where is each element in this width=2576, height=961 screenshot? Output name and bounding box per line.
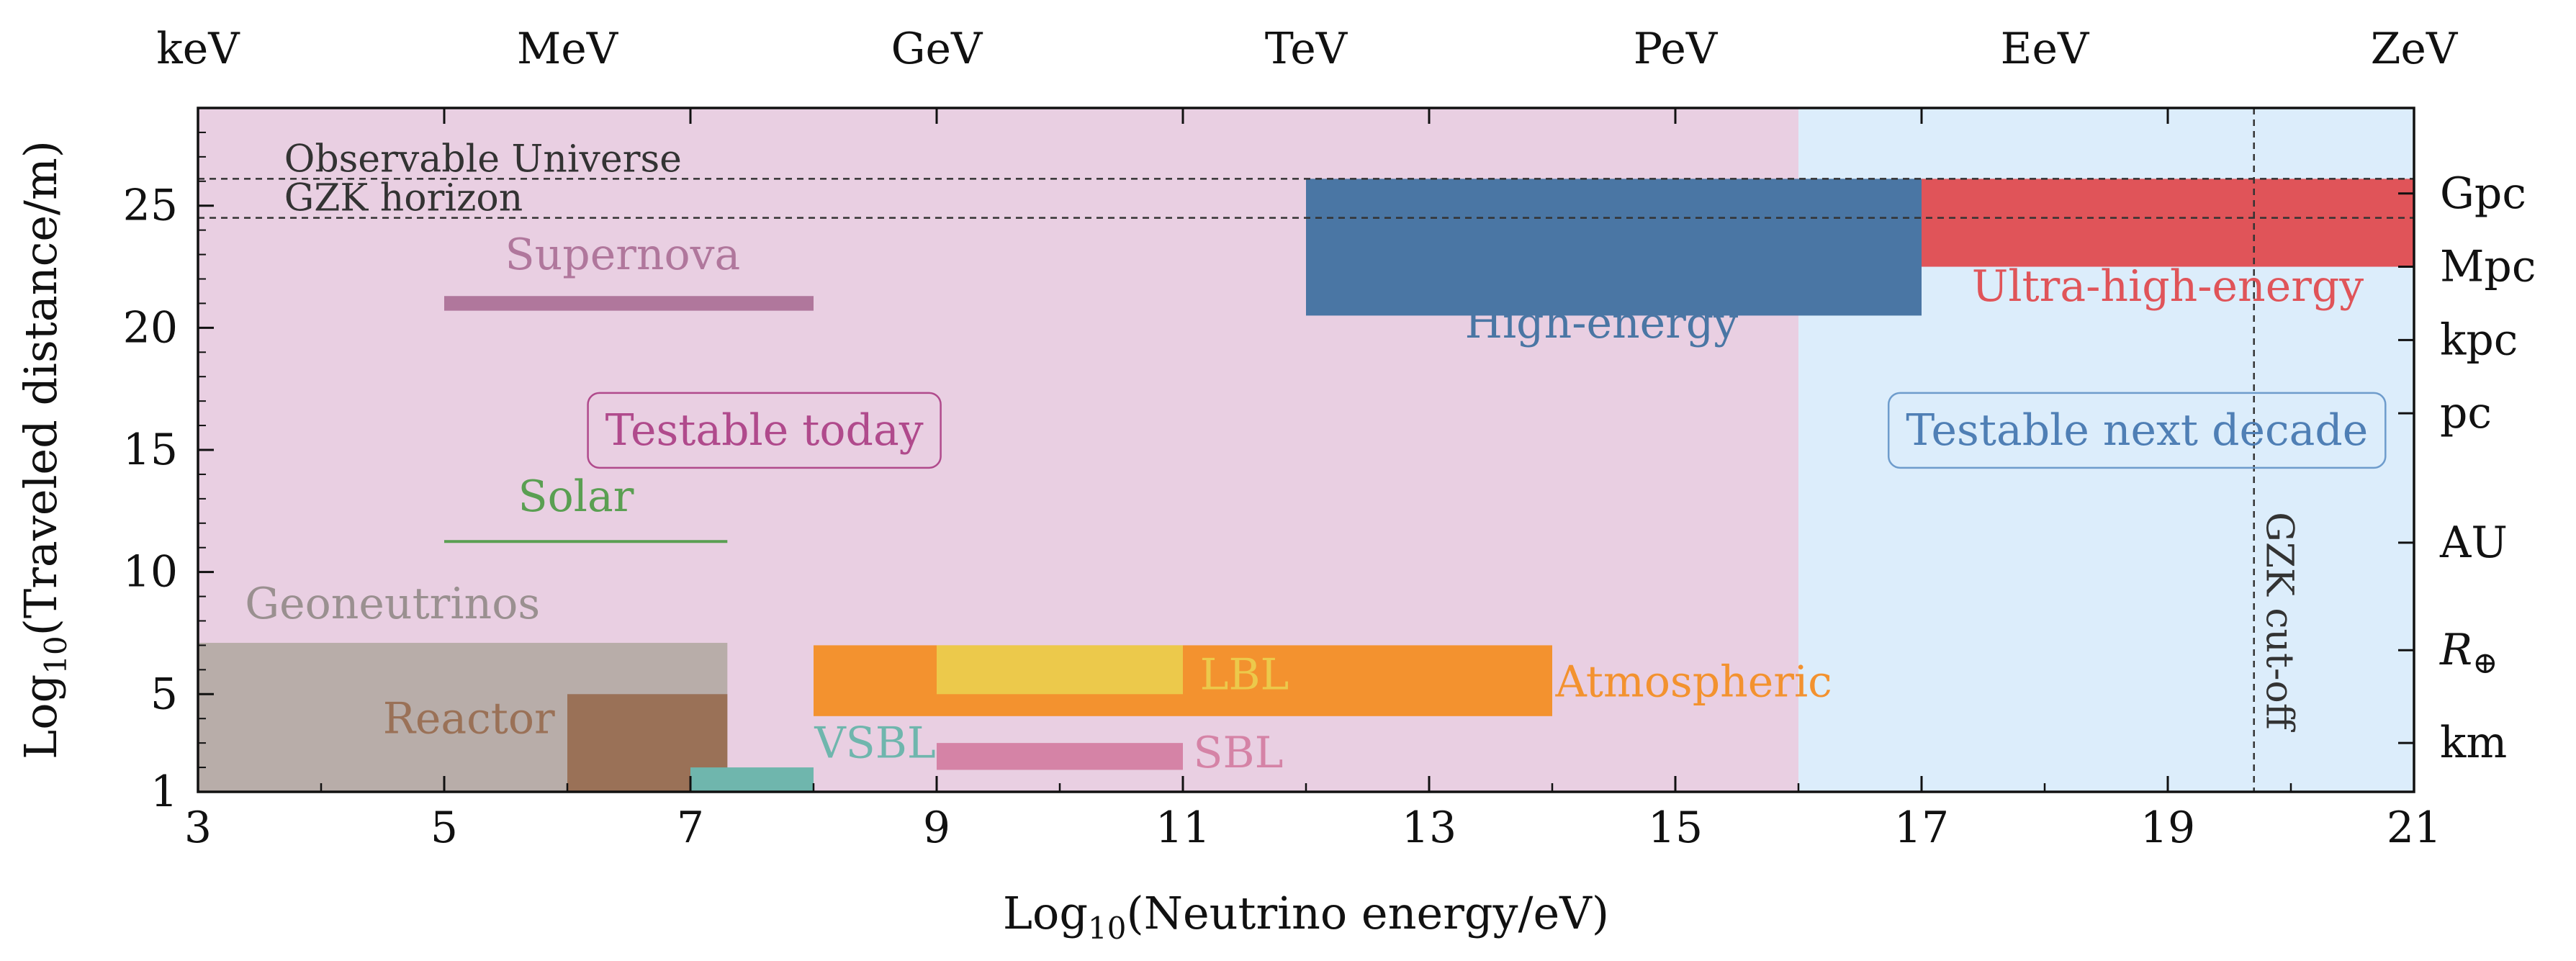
band-vsbl [690,767,814,792]
band-high-energy [1306,179,1922,316]
box-testable-next-decade [1887,392,2387,469]
label-testable-next-decade: Testable next decade [1906,405,2368,456]
x-tick-label: 7 [677,803,704,853]
band-ultra-high-energy [1922,179,2414,267]
y-tick-label: 1 [150,767,178,817]
band-solar [444,540,728,543]
label-geoneutrinos: Geoneutrinos [245,579,540,629]
label-sbl: SBL [1193,728,1283,778]
band-lbl [937,645,1183,695]
band-supernova [444,296,814,311]
label-supernova: Supernova [505,230,741,280]
top-axis-label-mev: MeV [517,24,619,74]
y-tick-label: 5 [150,669,178,719]
label-gzk-cut-off: GZK cut-off [2258,512,2301,732]
box-testable-today [587,392,942,469]
top-axis-label-eev: EeV [2001,24,2090,74]
reference-lines-layer [198,108,2414,792]
label-gzk-horizon: GZK horizon [284,177,523,220]
x-tick-label: 17 [1894,803,1949,853]
label-vsbl: VSBL [814,718,935,769]
x-tick-label: 15 [1648,803,1703,853]
x-axis-title: Log10(Neutrino energy/eV) [1003,887,1609,946]
x-tick-label: 9 [923,803,950,853]
x-tick-label: 19 [2140,803,2195,853]
label-observable-universe: Observable Universe [284,137,682,181]
top-axis-label-gev: GeV [891,24,983,74]
bands-layer [198,179,2414,792]
y-tick-label: 15 [123,425,178,475]
top-axis-label-zev: ZeV [2371,24,2459,74]
top-axis-label-tev: TeV [1265,24,1348,74]
label-lbl: LBL [1200,650,1289,700]
right-axis-label-au: AU [2439,518,2508,568]
y-tick-label: 10 [123,547,178,597]
top-axis-label-kev: keV [156,24,240,74]
right-axis-label-mpc: Mpc [2440,242,2536,292]
y-tick-label: 25 [123,181,178,231]
right-axis-label-kpc: kpc [2440,315,2518,365]
label-reactor: Reactor [383,694,555,744]
label-solar: Solar [518,472,634,522]
band-sbl [937,743,1183,770]
label-high-energy: High-energy [1465,298,1739,348]
x-tick-label: 5 [431,803,458,853]
right-axis-label-pc: pc [2440,388,2492,438]
label-atmospheric: Atmospheric [1555,657,1832,708]
y-axis-title: Log10(Traveled distance/m) [14,140,73,759]
label-ultra-high-energy: Ultra-high-energy [1972,261,2364,312]
right-axis-label-gpc: Gpc [2440,168,2526,219]
x-tick-label: 3 [184,803,212,853]
label-testable-today: Testable today [605,405,924,456]
y-tick-label: 20 [123,302,178,353]
x-tick-label: 11 [1156,803,1210,853]
x-tick-label: 13 [1402,803,1456,853]
x-tick-label: 21 [2387,803,2441,853]
right-axis-label-r: R⊕ [2439,625,2498,680]
top-axis-label-pev: PeV [1634,24,1719,74]
right-axis-label-km: km [2440,718,2507,768]
